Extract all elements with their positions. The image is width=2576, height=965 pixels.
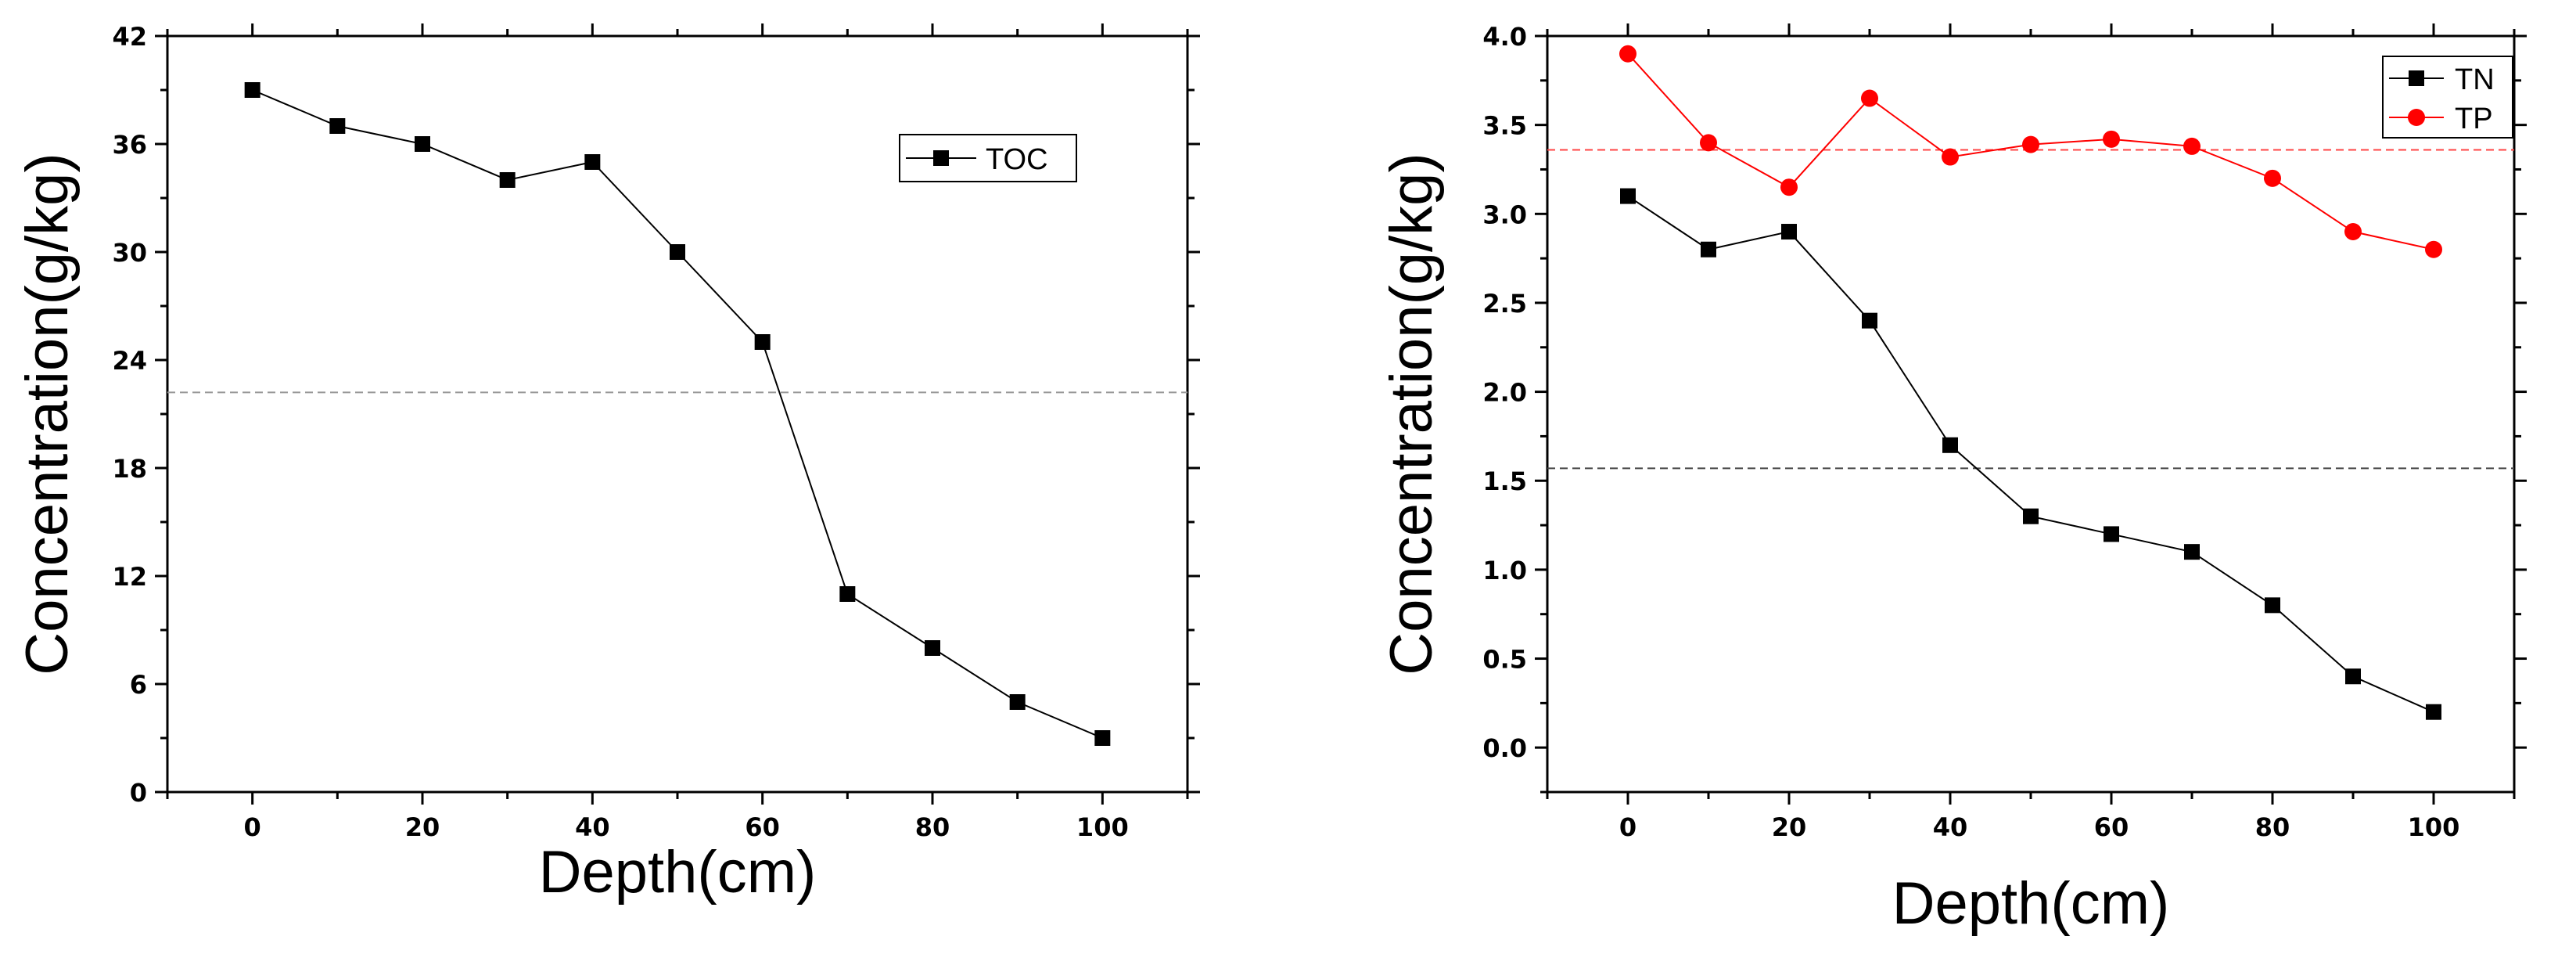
tn-data-point [2184, 544, 2200, 560]
tn-tp-x-tick-label: 40 [1933, 812, 1968, 842]
toc-legend-label: TOC [986, 143, 1048, 176]
toc-y-tick-label: 36 [112, 130, 147, 160]
tn-tp-y-tick-label: 0.0 [1482, 733, 1527, 763]
tp-data-point [1942, 148, 1959, 166]
tn-tp-y-tick-label: 2.0 [1482, 378, 1527, 408]
tp-data-point [1619, 45, 1636, 63]
tn-tp-y-ticks: 0.0 0.5 1.0 1.5 2.0 2.5 3.0 3.5 4.0 [1482, 22, 2527, 794]
toc-data-point [670, 244, 685, 260]
toc-legend: TOC [899, 134, 1077, 182]
tn-series-line [1627, 195, 2434, 713]
tn-data-point [1620, 188, 1636, 204]
tn-tp-legend-box [2382, 56, 2513, 139]
toc-x-ticks: 0 20 40 60 80 100 [166, 23, 1189, 842]
toc-y-tick-label: 6 [130, 670, 147, 700]
toc-y-tick-label: 30 [112, 238, 147, 268]
tn-tp-chart: 0 20 40 60 80 100 0.0 0.5 1.0 1.5 2.0 2.5 3.0 3.5 4.0… [1378, 22, 2527, 937]
toc-data-point [584, 154, 601, 170]
tp-data-point [2103, 130, 2120, 148]
tn-data-point [1781, 224, 1797, 240]
tn-tp-y-tick-label: 1.0 [1482, 556, 1527, 585]
tn-data-point [2265, 597, 2280, 614]
tn-legend-label: TN [2455, 63, 2495, 96]
toc-y-tick-label: 24 [112, 346, 147, 376]
toc-x-tick-label: 20 [405, 812, 440, 842]
toc-x-tick-label: 0 [244, 812, 261, 842]
tp-legend-label: TP [2455, 103, 2493, 135]
tn-tp-y-tick-label: 3.5 [1482, 111, 1527, 141]
tn-tp-x-tick-label: 20 [1772, 812, 1807, 842]
toc-x-tick-label: 60 [745, 812, 780, 842]
toc-series-line [252, 89, 1103, 739]
tn-tp-reference-lines [1547, 149, 2514, 470]
toc-data-point [244, 82, 260, 98]
tn-data-point [2426, 704, 2441, 720]
tn-tp-y-tick-label: 2.5 [1482, 289, 1527, 319]
toc-data-point [1009, 694, 1026, 710]
tn-tp-x-tick-label: 100 [2408, 812, 2460, 842]
tp-data-point [2344, 223, 2362, 241]
tn-data-point [1862, 312, 1877, 329]
toc-data-point [925, 640, 940, 656]
tn-legend-marker [2409, 70, 2424, 86]
tn-tp-y-tick-label: 0.5 [1482, 645, 1527, 675]
toc-x-axis-title: Depth(cm) [539, 839, 817, 906]
toc-x-tick-label: 100 [1076, 812, 1129, 842]
tn-tp-y-tick-label: 1.5 [1482, 466, 1527, 496]
toc-y-tick-label: 0 [130, 778, 147, 808]
tp-data-point [2425, 240, 2442, 258]
toc-y-ticks: 0 6 12 18 24 30 36 42 [112, 22, 1200, 808]
tp-data-point [1780, 178, 1798, 196]
tp-data-point [1700, 134, 1717, 152]
toc-y-axis-title: Concentration(g/kg) [14, 153, 81, 675]
tn-data-point [1701, 241, 1716, 257]
toc-data-point [754, 334, 771, 350]
tn-tp-series [1619, 45, 2442, 720]
tp-data-point [2183, 137, 2201, 155]
toc-data-point [839, 586, 856, 602]
tn-tp-y-axis-title: Concentration(g/kg) [1378, 153, 1445, 675]
toc-chart: 0 20 40 60 80 100 0 6 12 18 24 30 36 42 Depth(cm) Co… [14, 22, 1200, 906]
tn-data-point [2345, 668, 2361, 685]
tn-data-point [2104, 526, 2119, 542]
tp-data-point [2022, 135, 2039, 153]
tn-tp-y-tick-label: 3.0 [1482, 200, 1527, 229]
toc-x-tick-label: 80 [915, 812, 950, 842]
toc-x-tick-label: 40 [575, 812, 610, 842]
toc-series [244, 82, 1111, 746]
tn-data-point [2023, 508, 2039, 524]
tp-data-point [1861, 89, 1878, 107]
tn-tp-y-tick-label: 4.0 [1482, 22, 1527, 52]
tn-tp-x-axis-title: Depth(cm) [1892, 870, 2170, 937]
tn-tp-x-tick-label: 0 [1619, 812, 1636, 842]
tn-tp-legend: TN TP [2382, 56, 2513, 139]
toc-y-tick-label: 42 [112, 22, 147, 52]
toc-y-tick-label: 18 [112, 454, 147, 484]
toc-data-point [415, 136, 430, 152]
tn-data-point [1942, 437, 1958, 453]
tp-legend-marker [2408, 109, 2425, 126]
toc-y-tick-label: 12 [112, 562, 147, 592]
tn-tp-x-tick-label: 80 [2255, 812, 2290, 842]
tn-tp-x-tick-label: 60 [2094, 812, 2129, 842]
toc-data-point [1094, 730, 1111, 746]
toc-data-point [499, 172, 516, 188]
tp-data-point [2264, 169, 2281, 187]
toc-data-point [329, 118, 346, 134]
toc-legend-marker [933, 150, 949, 166]
